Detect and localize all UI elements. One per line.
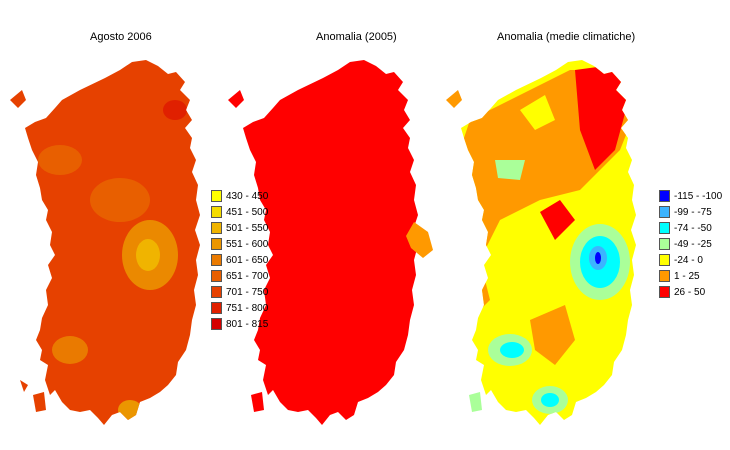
legend-item: -24 - 0	[659, 252, 722, 268]
map-anomalia-2005	[228, 60, 433, 425]
legend-label: -115 - -100	[674, 190, 723, 202]
map-agosto-2006	[10, 60, 200, 425]
legend-swatch	[659, 270, 670, 282]
legend-anomaly: -115 - -100 -99 - -75 -74 - -50 -49 - -2…	[659, 188, 722, 300]
legend-label: 451 - 500	[226, 206, 269, 218]
legend-label: 551 - 600	[226, 238, 269, 250]
legend-item: 430 - 450	[211, 188, 268, 204]
legend-swatch	[659, 254, 670, 266]
legend-label: 430 - 450	[226, 190, 269, 202]
legend-swatch	[659, 190, 670, 202]
legend-item: 501 - 550	[211, 220, 268, 236]
legend-label: 601 - 650	[226, 254, 269, 266]
legend-label: 651 - 700	[226, 270, 269, 282]
legend-item: 751 - 800	[211, 300, 268, 316]
legend-item: 801 - 815	[211, 316, 268, 332]
legend-swatch	[211, 190, 222, 202]
legend-swatch	[659, 206, 670, 218]
legend-item: -99 - -75	[659, 204, 722, 220]
legend-item: 701 - 750	[211, 284, 268, 300]
legend-swatch	[211, 254, 222, 266]
legend-swatch	[659, 286, 670, 298]
legend-item: 551 - 600	[211, 236, 268, 252]
legend-swatch	[659, 238, 670, 250]
legend-label: 26 - 50	[674, 286, 706, 298]
legend-item: -115 - -100	[659, 188, 722, 204]
map-anomalia-medie	[446, 60, 636, 425]
legend-label: -24 - 0	[674, 254, 703, 266]
legend-item: 451 - 500	[211, 204, 268, 220]
legend-swatch	[211, 286, 222, 298]
legend-label: 501 - 550	[226, 222, 269, 234]
legend-swatch	[211, 206, 222, 218]
legend-totals: 430 - 450 451 - 500 501 - 550 551 - 600 …	[211, 188, 268, 332]
legend-item: 651 - 700	[211, 268, 268, 284]
legend-item: 601 - 650	[211, 252, 268, 268]
legend-swatch	[211, 318, 222, 330]
legend-label: -49 - -25	[674, 238, 712, 250]
legend-swatch	[211, 302, 222, 314]
legend-item: -49 - -25	[659, 236, 722, 252]
legend-label: -99 - -75	[674, 206, 712, 218]
map-title-agosto-2006: Agosto 2006	[90, 31, 152, 43]
legend-item: 26 - 50	[659, 284, 722, 300]
legend-swatch	[659, 222, 670, 234]
legend-item: -74 - -50	[659, 220, 722, 236]
legend-swatch	[211, 238, 222, 250]
map-title-anomalia-medie: Anomalia (medie climatiche)	[497, 31, 636, 43]
legend-label: 751 - 800	[226, 302, 269, 314]
legend-swatch	[211, 270, 222, 282]
legend-label: -74 - -50	[674, 222, 712, 234]
legend-label: 801 - 815	[226, 318, 269, 330]
legend-item: 1 - 25	[659, 268, 722, 284]
legend-label: 1 - 25	[674, 270, 700, 282]
legend-label: 701 - 750	[226, 286, 269, 298]
legend-swatch	[211, 222, 222, 234]
map-title-anomalia-2005: Anomalia (2005)	[316, 31, 397, 43]
